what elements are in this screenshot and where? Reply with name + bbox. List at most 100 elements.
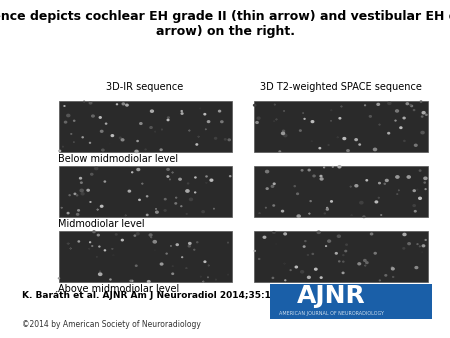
Circle shape [403,233,406,236]
Circle shape [131,280,133,282]
Circle shape [414,211,416,212]
Circle shape [274,104,275,105]
FancyBboxPatch shape [58,101,232,152]
Circle shape [181,206,182,207]
Circle shape [355,139,357,141]
Circle shape [256,122,258,123]
Text: K. Baráth et al. AJNR Am J Neuroradiol 2014;35:1387-1392: K. Baráth et al. AJNR Am J Neuroradiol 2… [22,291,319,300]
Circle shape [122,103,125,105]
Circle shape [67,213,69,214]
Circle shape [355,185,358,187]
Circle shape [81,193,84,195]
Circle shape [136,233,139,235]
Circle shape [403,248,405,249]
Circle shape [345,250,346,252]
Circle shape [404,140,405,141]
Circle shape [140,123,142,124]
Circle shape [418,197,421,199]
FancyBboxPatch shape [254,166,428,217]
Circle shape [166,253,167,254]
Text: Midmodiolar level: Midmodiolar level [58,219,145,229]
Circle shape [396,176,399,178]
Circle shape [64,121,67,123]
Circle shape [134,235,135,236]
Circle shape [386,179,388,182]
Circle shape [384,183,385,184]
Circle shape [164,210,166,211]
Circle shape [196,144,198,145]
Circle shape [378,197,379,198]
Circle shape [179,178,181,180]
Circle shape [82,137,83,138]
Circle shape [122,239,123,241]
Text: A 3D-IR sequence depicts cochlear EH grade II (thin arrow) and vestibular EH gra: A 3D-IR sequence depicts cochlear EH gra… [0,10,450,38]
Circle shape [303,246,305,247]
Circle shape [339,118,341,119]
Circle shape [160,149,162,150]
Circle shape [150,110,153,112]
Circle shape [230,176,231,177]
Circle shape [147,196,148,197]
Circle shape [204,114,206,115]
Circle shape [89,102,92,104]
Circle shape [130,280,131,281]
Circle shape [388,132,390,134]
Circle shape [207,121,210,122]
Circle shape [149,234,152,236]
Circle shape [67,114,70,117]
Circle shape [339,261,340,262]
Circle shape [393,276,394,277]
Circle shape [400,127,402,128]
Circle shape [97,234,99,236]
Circle shape [78,241,80,242]
Circle shape [189,198,193,200]
Circle shape [167,119,169,121]
Circle shape [93,231,95,233]
Circle shape [363,216,365,218]
Circle shape [160,263,163,265]
Circle shape [99,117,101,118]
Circle shape [273,205,274,206]
Circle shape [424,177,427,179]
Circle shape [58,278,59,279]
Circle shape [172,172,173,173]
Circle shape [80,177,81,179]
Circle shape [273,183,275,185]
Circle shape [342,272,344,273]
Circle shape [76,195,78,196]
Circle shape [379,280,380,281]
Circle shape [110,279,111,280]
Circle shape [266,170,269,173]
Circle shape [313,175,315,177]
Circle shape [188,245,190,247]
Circle shape [195,192,196,193]
Circle shape [413,190,415,192]
FancyBboxPatch shape [254,101,428,152]
Circle shape [210,179,213,181]
Circle shape [219,111,220,112]
Circle shape [132,172,133,173]
Circle shape [395,120,396,121]
Circle shape [206,176,207,177]
Circle shape [111,135,113,137]
Circle shape [99,273,102,275]
Circle shape [188,183,189,184]
Circle shape [128,190,130,192]
FancyBboxPatch shape [270,284,432,319]
Circle shape [396,110,399,112]
Circle shape [346,244,347,245]
Circle shape [285,280,286,281]
Circle shape [317,231,320,234]
Circle shape [410,104,411,105]
Circle shape [181,111,182,112]
Circle shape [420,101,422,102]
FancyBboxPatch shape [58,231,232,282]
Circle shape [257,117,260,119]
Circle shape [419,170,421,171]
Circle shape [413,205,415,207]
Circle shape [74,193,76,194]
Circle shape [137,141,138,142]
Circle shape [414,110,415,111]
Circle shape [81,182,82,183]
FancyBboxPatch shape [58,166,232,217]
